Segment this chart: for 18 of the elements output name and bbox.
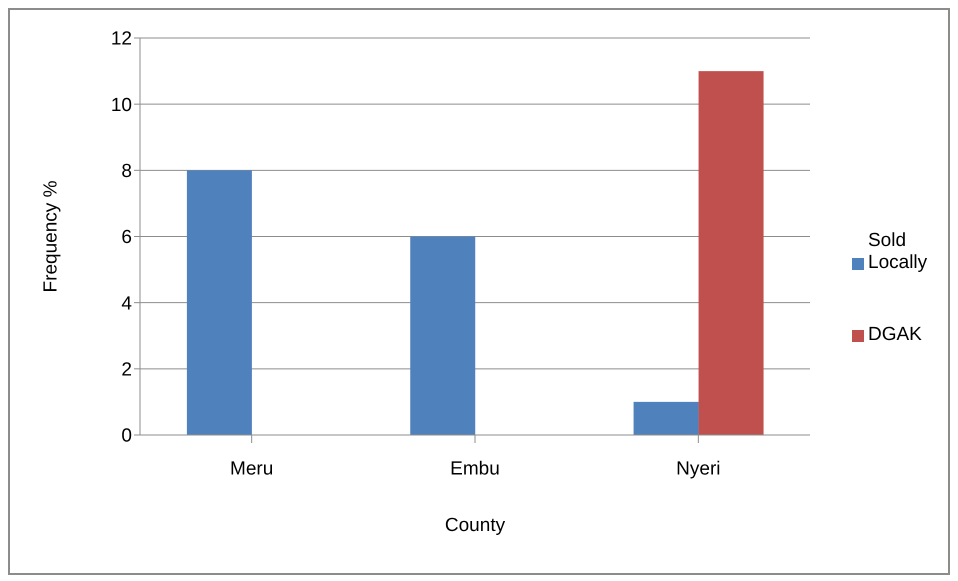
x-axis-title: County [444,515,506,536]
y-tick-label: 2 [121,360,132,381]
bar [186,170,252,435]
bar [410,236,476,435]
y-tick-label: 0 [121,426,132,447]
y-tick-label: 10 [110,94,132,116]
y-tick-label: 12 [110,28,132,50]
bar [698,71,764,435]
x-tick-label: Nyeri [676,458,721,480]
legend-label: Sold Locally [868,230,928,274]
x-tick-label: Meru [230,458,274,480]
y-tick-label: 8 [121,161,132,182]
legend-label: DGAK [868,324,923,346]
y-axis-title: Frequency % [40,180,62,292]
bar [634,402,699,435]
y-tick-label: 6 [121,227,132,248]
x-tick-label: Embu [450,458,500,480]
y-tick-label: 4 [121,293,132,314]
